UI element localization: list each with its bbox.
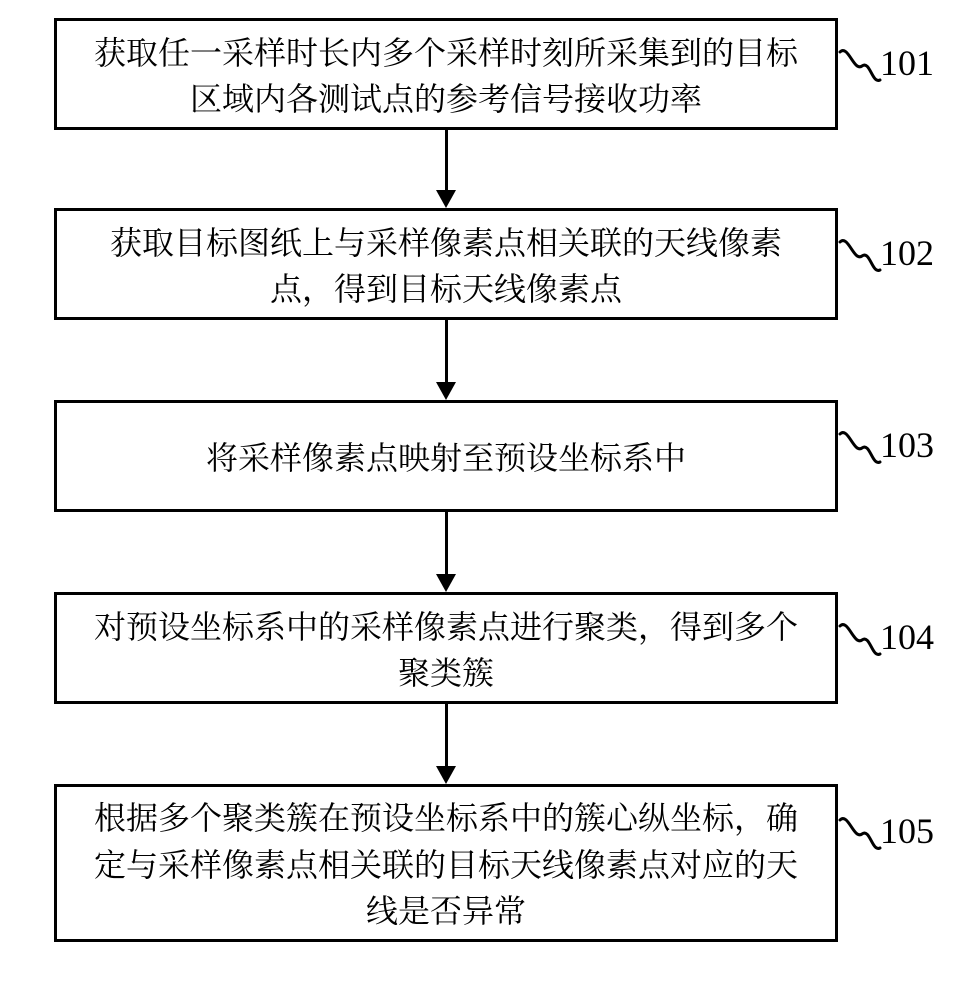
- flow-arrow: [445, 704, 448, 766]
- step-number-label: 104: [880, 616, 934, 658]
- flow-step-text: 将采样像素点映射至预设坐标系中: [81, 433, 811, 479]
- flow-step-text: 对预设坐标系中的采样像素点进行聚类，得到多个聚类簇: [81, 602, 811, 695]
- flow-step-105: 根据多个聚类簇在预设坐标系中的簇心纵坐标，确定与采样像素点相关联的目标天线像素点…: [54, 784, 838, 942]
- flow-arrow: [445, 512, 448, 574]
- flow-step-text: 根据多个聚类簇在预设坐标系中的簇心纵坐标，确定与采样像素点相关联的目标天线像素点…: [81, 793, 811, 932]
- flow-step-text: 获取目标图纸上与采样像素点相关联的天线像素点，得到目标天线像素点: [81, 218, 811, 311]
- flow-step-101: 获取任一采样时长内多个采样时刻所采集到的目标区域内各测试点的参考信号接收功率: [54, 18, 838, 130]
- flow-arrow: [445, 130, 448, 190]
- lead-line-icon: [838, 814, 884, 856]
- flow-step-104: 对预设坐标系中的采样像素点进行聚类，得到多个聚类簇: [54, 592, 838, 704]
- arrow-down-icon: [436, 766, 456, 784]
- arrow-down-icon: [436, 382, 456, 400]
- lead-line-icon: [838, 236, 884, 278]
- step-number-label: 105: [880, 810, 934, 852]
- flow-arrow: [445, 320, 448, 382]
- flow-step-text: 获取任一采样时长内多个采样时刻所采集到的目标区域内各测试点的参考信号接收功率: [81, 28, 811, 121]
- step-number-label: 102: [880, 232, 934, 274]
- arrow-down-icon: [436, 190, 456, 208]
- lead-line-icon: [838, 620, 884, 662]
- step-number-label: 103: [880, 424, 934, 466]
- flow-step-102: 获取目标图纸上与采样像素点相关联的天线像素点，得到目标天线像素点: [54, 208, 838, 320]
- step-number-label: 101: [880, 42, 934, 84]
- lead-line-icon: [838, 428, 884, 470]
- arrow-down-icon: [436, 574, 456, 592]
- lead-line-icon: [838, 46, 884, 88]
- flowchart-canvas: 获取任一采样时长内多个采样时刻所采集到的目标区域内各测试点的参考信号接收功率 10…: [0, 0, 972, 1000]
- flow-step-103: 将采样像素点映射至预设坐标系中: [54, 400, 838, 512]
